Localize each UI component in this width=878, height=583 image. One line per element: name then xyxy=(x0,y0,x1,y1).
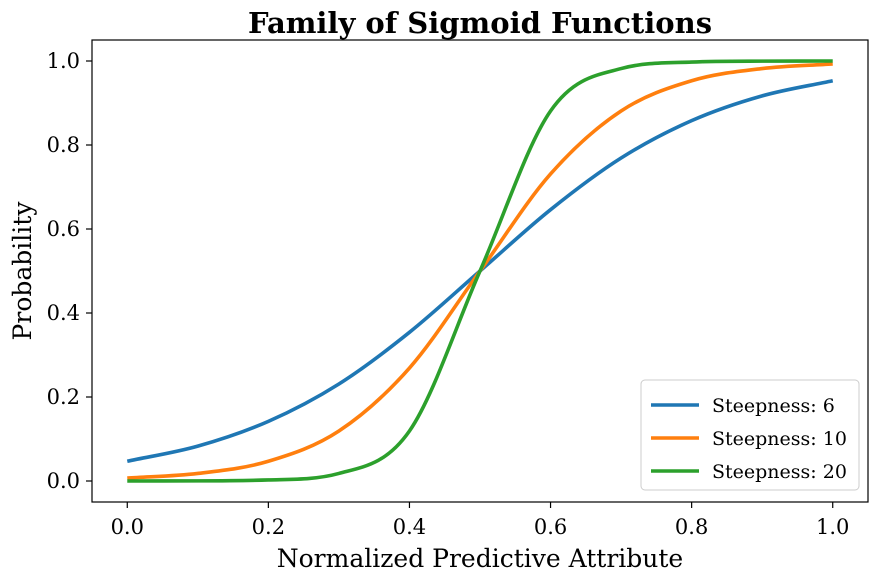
x-tick-label: 0.6 xyxy=(534,515,567,539)
series-line-3 xyxy=(127,59,833,483)
y-tick-label: 0.8 xyxy=(47,133,80,157)
y-axis-label: Probability xyxy=(8,201,37,341)
y-axis: 0.0 0.2 0.4 0.6 0.8 1.0 xyxy=(47,49,92,493)
x-axis-label: Normalized Predictive Attribute xyxy=(277,544,683,573)
y-tick-label: 1.0 xyxy=(47,49,80,73)
x-tick-label: 1.0 xyxy=(816,515,849,539)
chart-title: Family of Sigmoid Functions xyxy=(248,6,712,40)
legend-label: Steepness: 6 xyxy=(712,395,835,417)
legend: Steepness: 6 Steepness: 10 Steepness: 20 xyxy=(640,379,860,491)
y-tick-label: 0.2 xyxy=(47,385,80,409)
x-axis: 0.0 0.2 0.4 0.6 0.8 1.0 xyxy=(111,502,849,539)
legend-label: Steepness: 20 xyxy=(712,461,847,483)
legend-label: Steepness: 10 xyxy=(712,428,847,450)
y-tick-label: 0.0 xyxy=(47,469,80,493)
legend-box xyxy=(640,379,860,491)
y-tick-label: 0.4 xyxy=(47,301,80,325)
plot-frame xyxy=(91,39,869,503)
x-tick-label: 0.4 xyxy=(393,515,426,539)
x-tick-label: 0.8 xyxy=(675,515,708,539)
series-lines xyxy=(126,59,834,483)
x-tick-label: 0.0 xyxy=(111,515,144,539)
y-tick-label: 0.6 xyxy=(47,217,80,241)
x-tick-label: 0.2 xyxy=(252,515,285,539)
